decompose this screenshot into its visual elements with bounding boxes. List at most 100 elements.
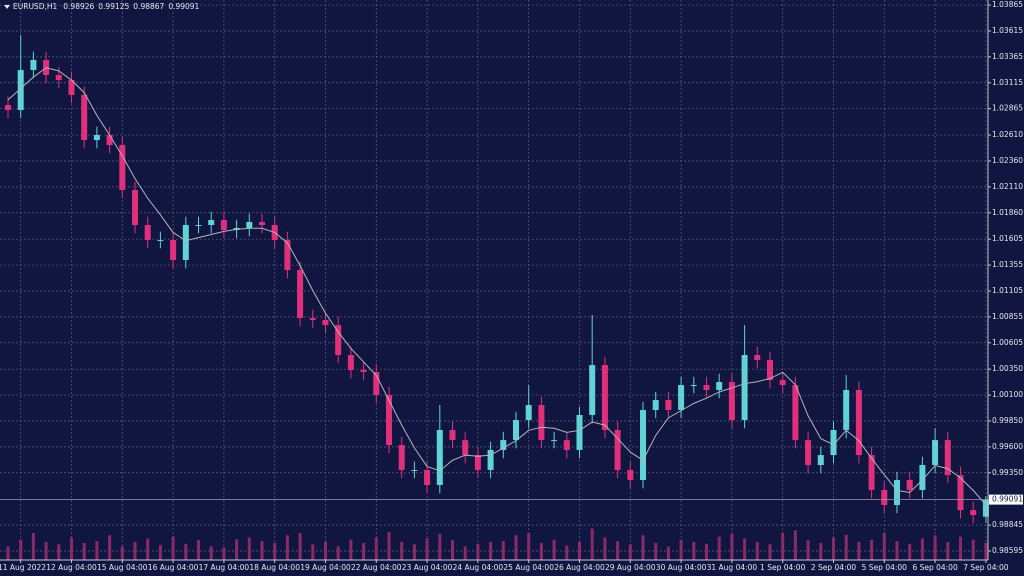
volume-bar: [552, 539, 556, 560]
volume-bar: [70, 537, 73, 560]
x-tick-label: 24 Aug 04:00: [453, 563, 504, 572]
candle-body: [157, 240, 164, 242]
x-tick-label: 2 Sep 04:00: [811, 563, 857, 572]
volume-bar: [273, 542, 277, 560]
volume-bar: [781, 533, 785, 560]
volume-bar: [679, 539, 683, 560]
candle-body: [957, 475, 964, 511]
candle-body: [360, 370, 367, 372]
y-tick-label: 1.01355: [992, 260, 1023, 269]
candle-body: [716, 382, 723, 391]
volume-bar: [946, 542, 950, 560]
y-tick-label: 0.99850: [992, 416, 1023, 425]
candle-body: [386, 394, 392, 446]
candle-body: [894, 480, 900, 505]
candle-body: [208, 220, 215, 225]
candle-body: [284, 240, 291, 271]
volume-bar: [616, 541, 620, 560]
y-tick-label: 1.03615: [992, 26, 1023, 35]
candle-body: [132, 189, 138, 225]
candle-body: [754, 354, 761, 360]
volume-bar: [755, 542, 759, 560]
volume-bar: [959, 536, 962, 560]
x-tick-label: 11 Aug 2022: [0, 563, 46, 572]
header-close: 0.99091: [168, 2, 199, 11]
candle-body: [614, 429, 621, 470]
volume-bar: [578, 542, 581, 560]
volume-bar: [184, 543, 188, 560]
x-tick-label: 7 Sep 04:00: [963, 563, 1009, 572]
y-tick-label: 0.99600: [992, 442, 1023, 451]
volume-bar: [641, 535, 645, 560]
volume-bar: [95, 541, 99, 560]
volume-bar: [349, 539, 353, 560]
volume-bar: [463, 546, 467, 560]
volume-bar: [603, 537, 607, 560]
volume-bar: [197, 540, 200, 560]
candle-body: [119, 145, 126, 190]
moving-average: [7, 67, 987, 506]
candle-body: [627, 469, 634, 481]
volume-histogram: [6, 528, 988, 560]
volume-bar: [971, 539, 975, 560]
y-tick-label: 1.01605: [992, 234, 1023, 243]
x-tick-label: 5 Sep 04:00: [862, 563, 908, 572]
menu-arrow[interactable]: [4, 5, 10, 9]
candle-body: [868, 455, 875, 490]
candle-body: [309, 318, 316, 320]
candle-body: [487, 449, 494, 470]
candle-body: [93, 134, 100, 141]
candle-body: [81, 94, 88, 141]
volume-bar: [730, 533, 734, 560]
x-tick-label: 6 Sep 04:00: [912, 563, 958, 572]
candle-body: [144, 224, 151, 241]
x-tick-label: 17 Aug 04:00: [199, 563, 250, 572]
volume-bar: [336, 546, 340, 560]
x-tick-label: 19 Aug 04:00: [300, 563, 351, 572]
volume-bar: [57, 544, 61, 560]
y-tick-label: 1.02865: [992, 104, 1023, 113]
candle-body: [195, 224, 202, 226]
volume-bar: [285, 535, 289, 560]
candle-body: [741, 354, 748, 421]
volume-bar: [387, 532, 391, 560]
candle-body: [551, 440, 558, 442]
x-tick-label: 26 Aug 04:00: [554, 563, 605, 572]
volume-bar: [908, 543, 912, 560]
candle-body: [347, 354, 354, 371]
volume-bar: [832, 537, 835, 560]
symbol: EURUSD,H1: [13, 2, 57, 11]
candle-body: [690, 385, 697, 387]
x-tick-label: 15 Aug 04:00: [97, 563, 148, 572]
candle-body: [805, 440, 812, 466]
volume-bar: [692, 542, 696, 560]
candle-body: [220, 220, 227, 230]
volume-bar: [438, 533, 442, 560]
candle-body: [881, 489, 888, 505]
current-price-box: [989, 494, 1023, 505]
candle-body: [982, 499, 989, 517]
y-tick-label: 1.03865: [992, 0, 1023, 9]
volume-bar: [882, 533, 886, 560]
candle-body: [830, 429, 837, 456]
x-tick-label: 22 Aug 04:00: [351, 563, 402, 572]
y-tick-label: 1.01860: [992, 208, 1023, 217]
volume-bar: [628, 544, 632, 560]
candle-body: [601, 365, 608, 430]
candle-body: [170, 240, 177, 261]
x-tick-label: 16 Aug 04:00: [148, 563, 199, 572]
volume-bar: [895, 541, 899, 560]
volume-bar: [412, 544, 416, 560]
volume-bar: [984, 542, 988, 560]
volume-bar: [209, 546, 213, 560]
y-tick-label: 1.00100: [992, 390, 1023, 399]
volume-bar: [819, 542, 823, 560]
volume-bar: [6, 546, 10, 560]
candle-body: [398, 445, 405, 470]
volume-bar: [82, 542, 86, 560]
volume-bar: [400, 542, 404, 560]
candle-body: [703, 385, 710, 391]
x-tick-label: 18 Aug 04:00: [249, 563, 300, 572]
candle-body: [640, 410, 646, 481]
volume-bar: [501, 541, 505, 560]
